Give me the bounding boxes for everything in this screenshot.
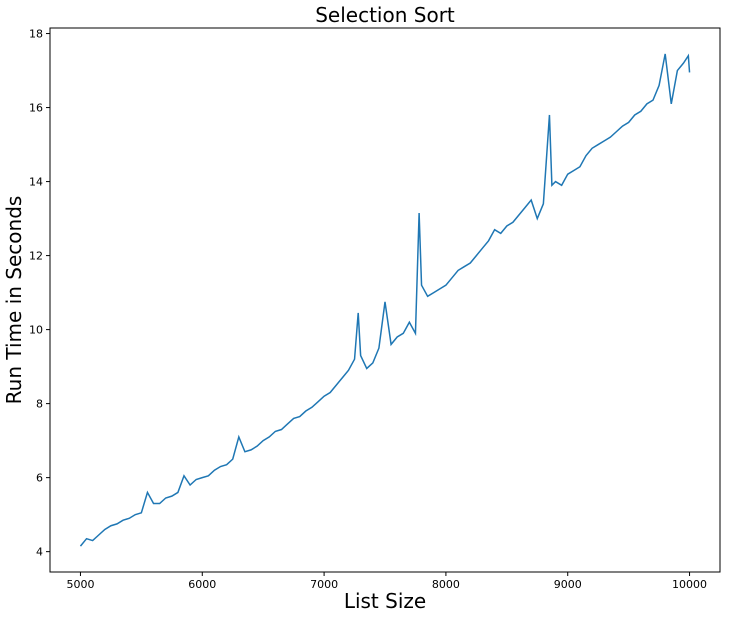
x-tick-label: 10000 — [672, 578, 707, 591]
x-tick-label: 9000 — [554, 578, 582, 591]
y-tick-label: 14 — [29, 176, 43, 189]
y-tick-label: 6 — [36, 472, 43, 485]
plot-area — [49, 27, 721, 573]
y-tick-label: 16 — [29, 102, 43, 115]
y-axis-label: Run Time in Seconds — [2, 196, 26, 405]
y-tick-label: 18 — [29, 28, 43, 41]
y-tick-label: 8 — [36, 398, 43, 411]
y-tick-label: 4 — [36, 546, 43, 559]
line — [79, 53, 691, 547]
x-tick-label: 6000 — [188, 578, 216, 591]
chart-title: Selection Sort — [315, 3, 455, 27]
y-tick-label: 10 — [29, 324, 43, 337]
y-tick-label: 12 — [29, 250, 43, 263]
x-tick-label: 5000 — [66, 578, 94, 591]
x-tick-label: 7000 — [310, 578, 338, 591]
x-axis-label: List Size — [344, 589, 426, 613]
x-tick-label: 8000 — [432, 578, 460, 591]
